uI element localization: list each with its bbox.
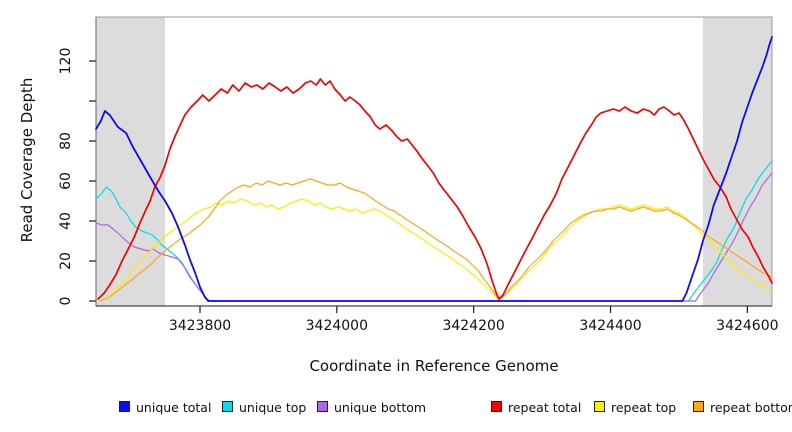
legend-swatch-icon <box>491 401 502 412</box>
y-axis-title: Read Coverage Depth <box>18 77 36 243</box>
legend-swatch-icon <box>317 401 328 412</box>
x-tick-label: 3423800 <box>168 318 232 334</box>
x-tick-label: 3424600 <box>716 318 779 334</box>
legend-label: repeat bottom <box>710 400 792 415</box>
legend-label: unique top <box>239 400 307 415</box>
series-line-repeat-bottom <box>99 178 773 302</box>
x-tick-label: 3424200 <box>442 318 505 334</box>
legend-swatch-icon <box>119 401 130 412</box>
x-tick-label: 3424000 <box>305 318 369 334</box>
legend-swatch-icon <box>693 401 704 412</box>
legend-label: repeat top <box>611 400 677 415</box>
series-line-repeat-top <box>99 198 773 302</box>
x-tick-label: 3424400 <box>579 318 642 334</box>
y-tick-label: 120 <box>58 47 74 75</box>
shaded-region <box>702 17 772 306</box>
series-line-unique-total <box>95 36 773 302</box>
legend-swatch-icon <box>594 401 605 412</box>
legend-swatch-icon <box>222 401 233 412</box>
legend-label: unique total <box>136 400 212 415</box>
series-line-repeat-total <box>97 78 773 300</box>
x-axis-title: Coordinate in Reference Genome <box>309 357 559 375</box>
y-tick-label: 40 <box>58 212 74 230</box>
plot-border <box>95 16 773 307</box>
legend-label: unique bottom <box>334 400 427 415</box>
y-tick-label: 60 <box>58 172 74 190</box>
legend-label: repeat total <box>508 400 582 415</box>
series-line-unique-bottom <box>95 172 773 302</box>
y-tick-label: 0 <box>58 296 74 306</box>
y-tick-label: 80 <box>58 132 74 150</box>
y-tick-label: 20 <box>58 252 74 270</box>
shaded-region <box>96 17 166 306</box>
